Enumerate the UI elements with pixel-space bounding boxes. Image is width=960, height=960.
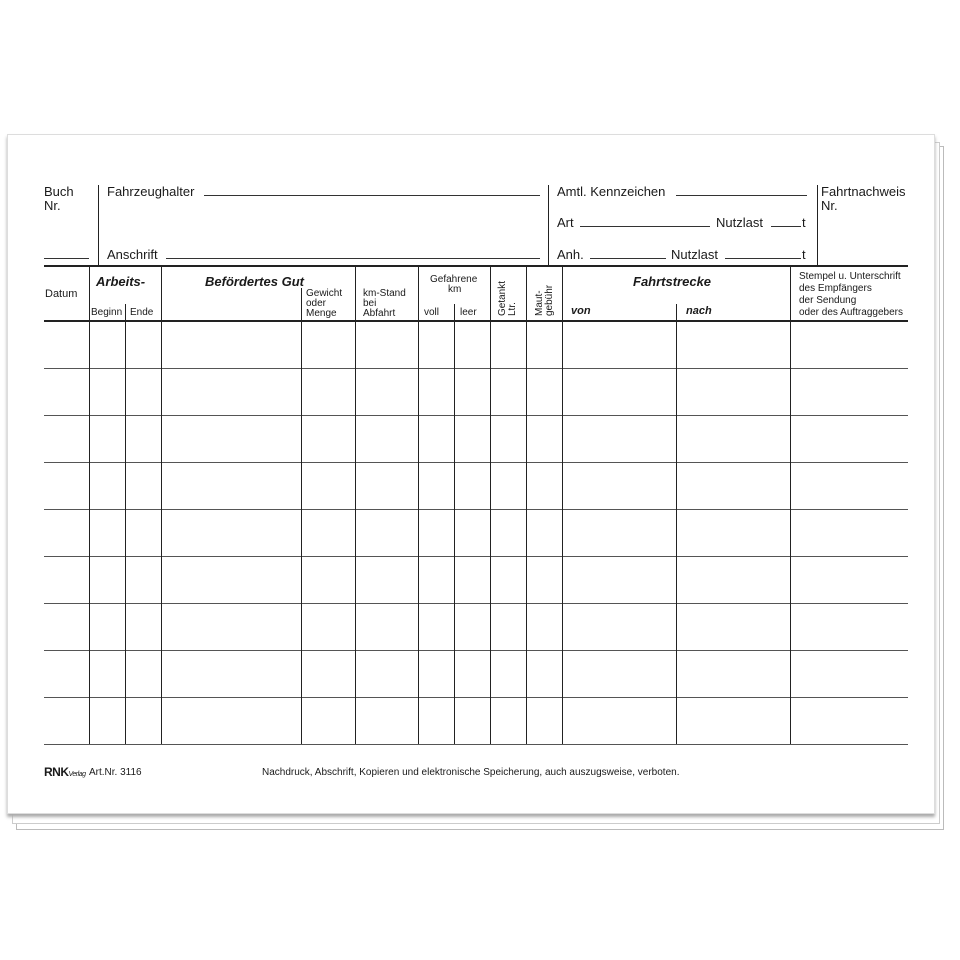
buch-nr-label: Nr.: [44, 198, 61, 213]
buch-label: Buch: [44, 184, 74, 199]
table-row-line: [44, 744, 908, 745]
header-bottom-rule: [44, 320, 908, 322]
table-row-line: [44, 462, 908, 463]
column-line: [526, 267, 527, 744]
col-km-3: Abfahrt: [363, 308, 396, 319]
anschrift-label: Anschrift: [107, 247, 158, 262]
col-gut: Befördertes Gut: [205, 274, 304, 289]
column-line: [125, 304, 126, 744]
divider: [98, 185, 99, 265]
col-stempel-4: oder des Auftraggebers: [799, 307, 903, 318]
halter-field[interactable]: [204, 195, 540, 196]
kennzeichen-field[interactable]: [676, 195, 807, 196]
col-stempel-1: Stempel u. Unterschrift: [799, 271, 901, 282]
column-line: [562, 267, 563, 744]
col-leer: leer: [460, 307, 477, 318]
col-getankt-2: Ltr.: [507, 302, 518, 316]
col-arbeits: Arbeits-: [96, 274, 146, 289]
column-line: [790, 267, 791, 744]
table-top-rule: [44, 265, 908, 267]
col-datum: Datum: [45, 288, 78, 300]
art-label: Art: [557, 215, 574, 230]
col-gefahrene-2: km: [448, 284, 462, 295]
unit-t: t: [802, 247, 806, 262]
nutzlast-field[interactable]: [771, 226, 801, 227]
col-beginn: Beginn: [91, 307, 123, 318]
nutzlast-anh-field[interactable]: [725, 258, 801, 259]
divider: [817, 185, 818, 265]
table-row-line: [44, 650, 908, 651]
rnk-logo: RNKVerlag: [44, 765, 86, 779]
col-gefahrene-1: Gefahrene: [430, 274, 478, 285]
unit-t: t: [802, 215, 806, 230]
table-row-line: [44, 603, 908, 604]
art-field[interactable]: [580, 226, 710, 227]
column-line: [161, 267, 162, 744]
nachweis-label: Fahrtnachweis: [821, 184, 906, 199]
column-line: [301, 288, 302, 744]
column-line: [676, 304, 677, 744]
table-row-line: [44, 509, 908, 510]
nachweis-nr-label: Nr.: [821, 198, 838, 213]
divider: [548, 185, 549, 265]
col-gewicht-1: Gewicht: [306, 288, 343, 299]
table-row-line: [44, 697, 908, 698]
table-row-line: [44, 415, 908, 416]
column-line: [490, 267, 491, 744]
column-line: [89, 267, 90, 744]
col-gewicht-3: Menge: [306, 308, 337, 319]
col-gewicht-2: oder: [306, 298, 327, 309]
nutzlast-label: Nutzlast: [716, 215, 763, 230]
form-sheet: [7, 134, 935, 814]
col-ende: Ende: [130, 307, 154, 318]
table-row-line: [44, 556, 908, 557]
col-stempel-3: der Sendung: [799, 295, 857, 306]
copyright-notice: Nachdruck, Abschrift, Kopieren und elekt…: [262, 767, 680, 778]
table-row-line: [44, 368, 908, 369]
col-voll: voll: [424, 307, 440, 318]
halter-label: Fahrzeughalter: [107, 184, 195, 199]
col-km-2: bei: [363, 298, 377, 309]
col-stempel-2: des Empfängers: [799, 283, 872, 294]
anh-label: Anh.: [557, 247, 584, 262]
col-fahrtstrecke: Fahrtstrecke: [633, 274, 712, 289]
anh-field[interactable]: [590, 258, 666, 259]
column-line: [355, 267, 356, 744]
col-nach: nach: [686, 305, 712, 317]
art-nr: Art.Nr. 3116: [89, 767, 142, 778]
col-von: von: [571, 305, 591, 317]
column-line: [454, 304, 455, 744]
anschrift-field[interactable]: [166, 258, 540, 259]
col-maut-2: gebühr: [544, 284, 555, 316]
kennzeichen-label: Amtl. Kennzeichen: [557, 184, 666, 199]
col-km-1: km-Stand: [363, 288, 406, 299]
buch-nr-field[interactable]: [44, 258, 89, 259]
column-line: [418, 267, 419, 744]
nutzlast-anh-label: Nutzlast: [671, 247, 718, 262]
